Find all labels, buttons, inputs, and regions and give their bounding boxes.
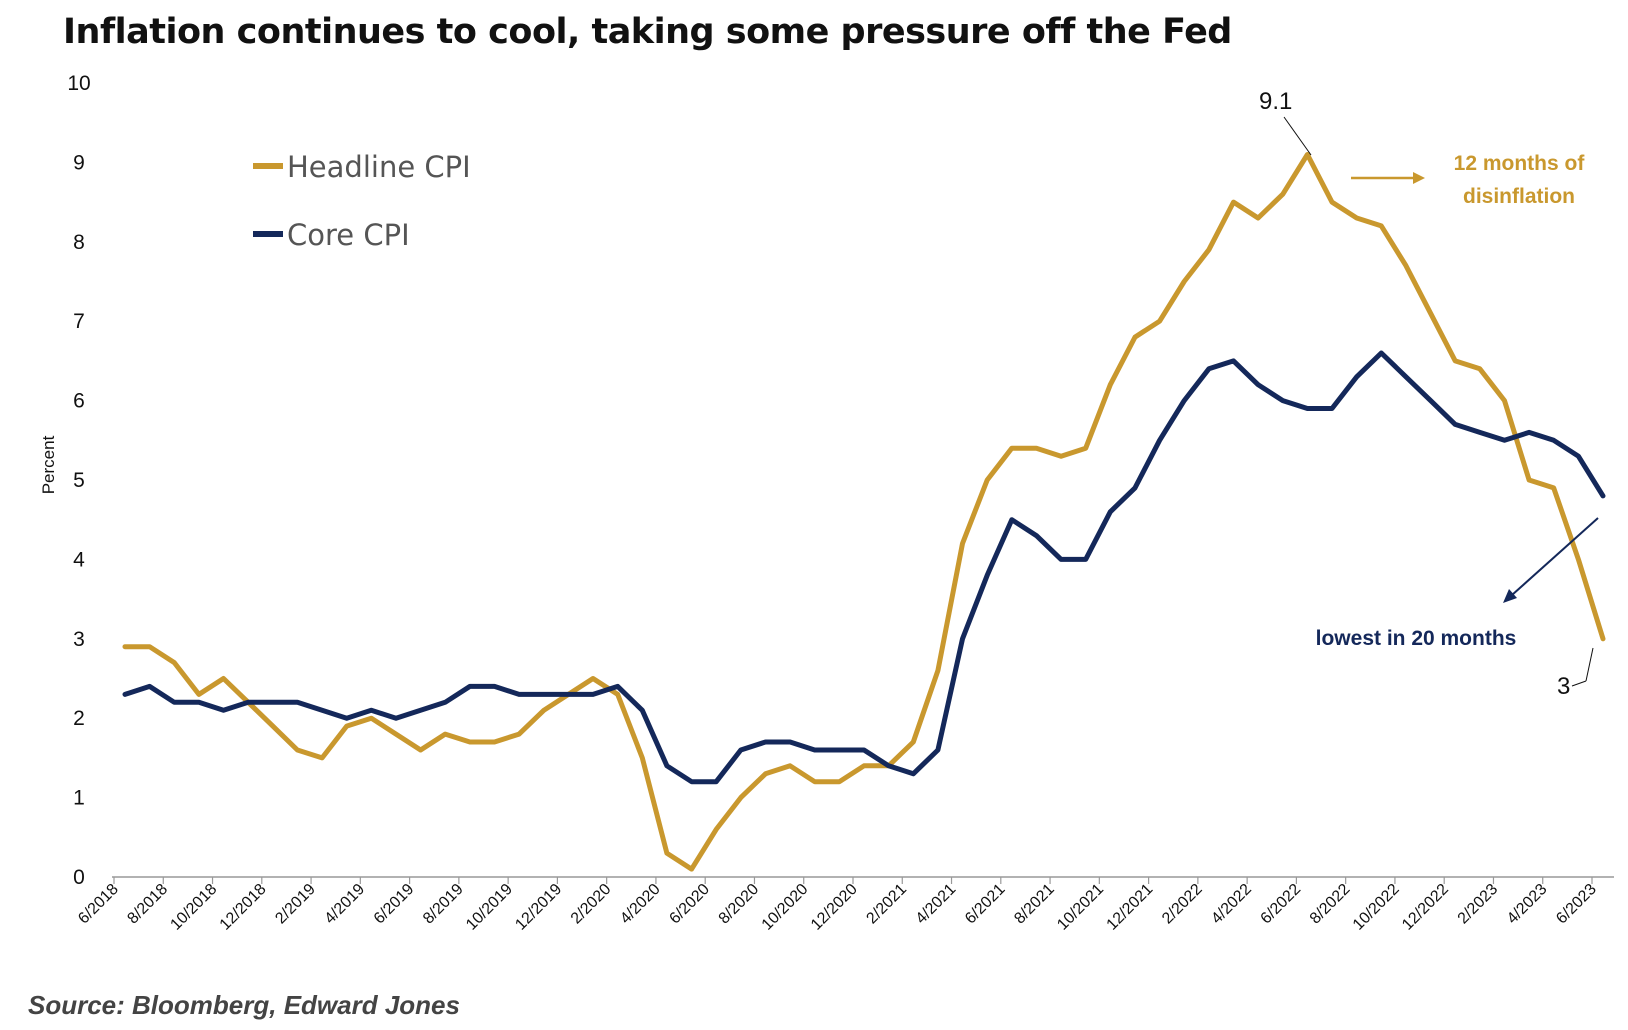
x-tick-label: 10/2020	[759, 881, 812, 934]
series-line-headline-cpi	[122, 152, 1606, 872]
x-tick-label: 12/2021	[1104, 881, 1157, 934]
x-tick-label: 12/2019	[512, 881, 565, 934]
x-tick-label: 12/2022	[1399, 881, 1452, 934]
x-tick-label: 6/2021	[962, 881, 1009, 928]
x-tick-label: 6/2020	[666, 881, 713, 928]
x-tick-label: 10/2019	[463, 881, 516, 934]
source-note: Source: Bloomberg, Edward Jones	[28, 990, 460, 1020]
x-tick-label: 12/2018	[217, 881, 270, 934]
last-value-label: 3	[1557, 673, 1570, 700]
disinflation-label-line1: 12 months of	[1454, 152, 1586, 175]
x-tick-label: 2/2019	[272, 881, 319, 928]
x-tick-label: 2/2023	[1455, 881, 1502, 928]
y-axis-label: Percent	[39, 435, 58, 494]
x-tick-label: 10/2021	[1054, 881, 1107, 934]
x-tick-label: 10/2018	[167, 881, 220, 934]
last-value-leader-line-2	[1585, 647, 1594, 682]
x-tick-label: 10/2022	[1350, 881, 1403, 934]
disinflation-label-line2: disinflation	[1463, 185, 1575, 208]
series-line-core-cpi	[122, 350, 1606, 785]
x-tick-label: 8/2021	[1011, 881, 1058, 928]
last-value-leader-line	[1571, 680, 1587, 687]
series-group	[122, 152, 1606, 872]
annotations: 9.1 12 months of disinflation lowest in …	[1259, 88, 1599, 700]
y-tick-label: 1	[73, 787, 85, 810]
peak-label: 9.1	[1259, 88, 1292, 115]
x-tick-label: 4/2019	[322, 881, 369, 928]
y-tick-label: 2	[73, 707, 85, 730]
x-tick-label: 6/2023	[1553, 881, 1600, 928]
y-tick-label: 5	[73, 469, 85, 492]
x-tick-label: 8/2019	[420, 881, 467, 928]
legend-label-core: Core CPI	[287, 218, 410, 252]
x-tick-label: 2/2021	[863, 881, 910, 928]
x-tick-label: 2/2020	[568, 881, 615, 928]
y-tick-label: 3	[73, 628, 85, 651]
x-tick-label: 8/2018	[124, 881, 171, 928]
disinflation-arrowhead	[1413, 172, 1425, 184]
y-tick-label: 6	[73, 390, 85, 413]
x-tick-label: 6/2022	[1258, 881, 1305, 928]
x-tick-label: 4/2022	[1208, 881, 1255, 928]
lowest-arrowhead	[1503, 589, 1517, 603]
chart-title: Inflation continues to cool, taking some…	[63, 12, 1232, 52]
x-tick-label: 8/2022	[1307, 881, 1354, 928]
peak-leader-line	[1283, 116, 1312, 156]
x-tick-label: 4/2021	[913, 881, 960, 928]
lowest-label: lowest in 20 months	[1316, 627, 1517, 650]
legend: Headline CPI Core CPI	[253, 150, 471, 252]
y-tick-label: 4	[73, 548, 85, 571]
x-tick-label: 8/2020	[716, 881, 763, 928]
x-tick-label: 6/2019	[371, 881, 418, 928]
y-tick-label: 9	[73, 151, 85, 174]
x-tick-label: 4/2023	[1504, 881, 1551, 928]
lowest-arrow	[1511, 517, 1599, 596]
legend-label-headline: Headline CPI	[287, 150, 471, 184]
y-tick-label: 10	[67, 72, 90, 95]
x-tick-label: 4/2020	[617, 881, 664, 928]
x-tick-label: 12/2020	[808, 881, 861, 934]
y-tick-label: 7	[73, 310, 85, 333]
y-tick-label: 0	[73, 866, 85, 889]
y-tick-label: 8	[73, 231, 85, 254]
y-axis-ticks: 0 1 2 3 4 5 6 7 8 9 10	[67, 72, 90, 889]
x-tick-label: 2/2022	[1159, 881, 1206, 928]
